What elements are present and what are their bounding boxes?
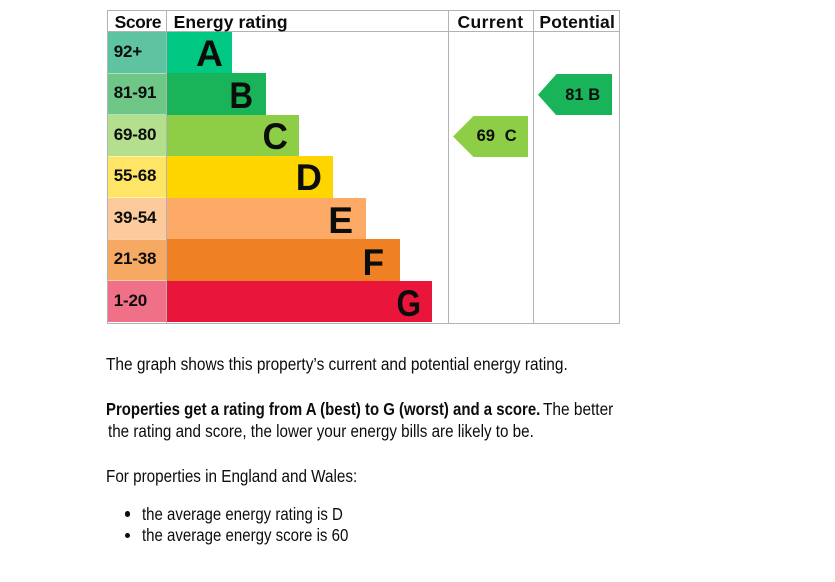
svg-text:B: B bbox=[588, 86, 600, 104]
svg-text:69: 69 bbox=[477, 126, 495, 144]
svg-text:C: C bbox=[505, 126, 517, 144]
svg-text:81: 81 bbox=[565, 86, 583, 104]
